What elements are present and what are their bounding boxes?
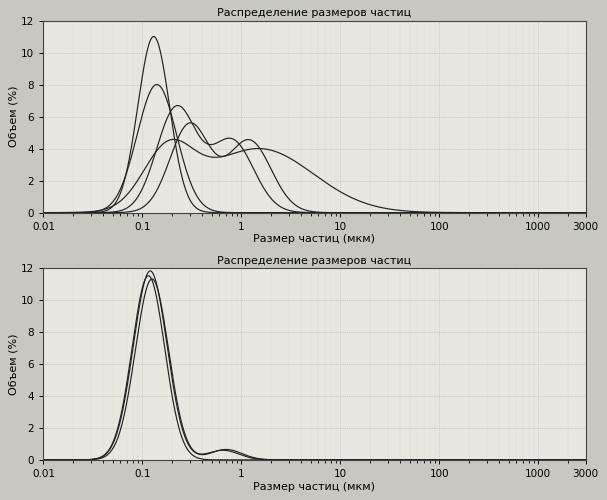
X-axis label: Размер частиц (мкм): Размер частиц (мкм): [254, 482, 376, 492]
Y-axis label: Объем (%): Объем (%): [8, 333, 18, 394]
X-axis label: Размер частиц (мкм): Размер частиц (мкм): [254, 234, 376, 244]
Y-axis label: Объем (%): Объем (%): [8, 86, 18, 148]
Title: Распределение размеров частиц: Распределение размеров частиц: [217, 8, 412, 18]
Title: Распределение размеров частиц: Распределение размеров частиц: [217, 256, 412, 266]
